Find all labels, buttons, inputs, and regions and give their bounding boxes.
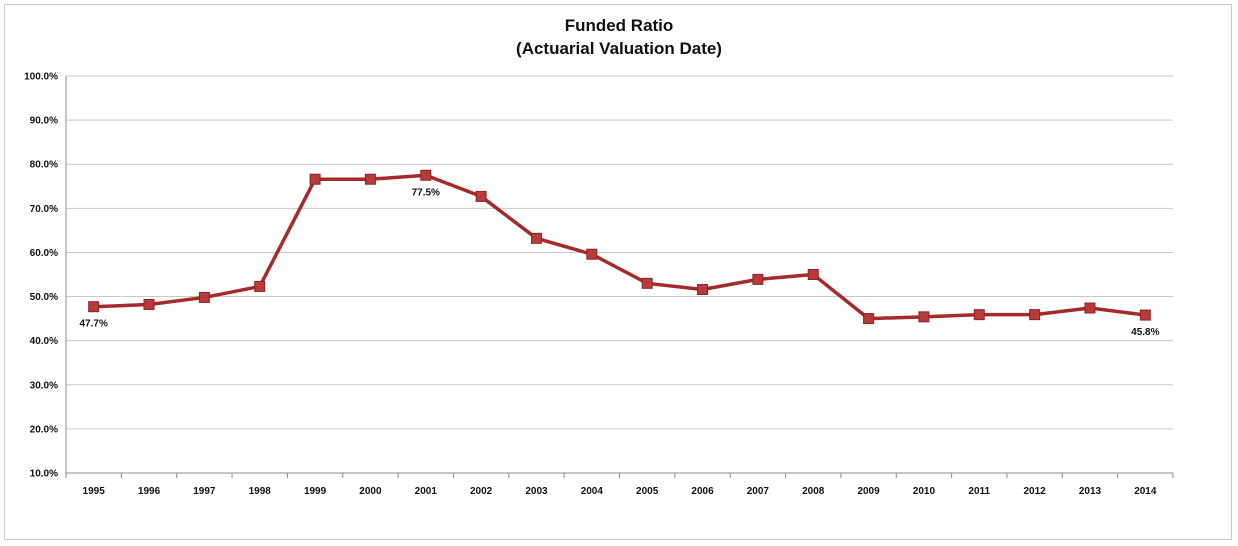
chart-title-block: Funded Ratio (Actuarial Valuation Date) [0,14,1238,60]
y-tick-label: 40.0% [30,336,58,347]
x-tick-label: 2005 [636,486,659,497]
data-point [1029,309,1041,321]
data-point [918,311,930,323]
x-tick-label: 1999 [304,486,327,497]
x-tick-label: 2011 [968,486,990,497]
data-point [420,169,432,181]
y-tick-label: 50.0% [30,292,58,303]
x-tick-label: 1998 [249,486,272,497]
data-point [364,173,376,185]
y-tick-label: 100.0% [24,72,58,83]
chart-subtitle: (Actuarial Valuation Date) [516,39,722,58]
x-tick-label: 2000 [359,486,382,497]
data-labels: 47.7% 77.5% 45.8% [79,187,1159,338]
data-label: 77.5% [412,187,440,198]
x-tick-label: 2006 [691,486,714,497]
data-point [973,309,985,321]
y-tick-label: 60.0% [30,248,58,259]
x-tick-label: 2010 [913,486,936,497]
data-point [530,232,542,244]
x-tick-label: 2007 [747,486,770,497]
grid-lines [66,75,1173,474]
data-point [641,277,653,289]
data-point [697,283,709,295]
x-axis: 1995 1996 1997 1998 1999 2000 2001 2002 2003 2004… [65,473,1174,497]
x-tick-label: 2003 [525,486,548,497]
x-tick-label: 1997 [193,486,216,497]
x-tick-label: 2008 [802,486,825,497]
y-tick-label: 70.0% [30,204,58,215]
chart-title: Funded Ratio [564,16,674,35]
x-tick-label: 2002 [470,486,493,497]
x-tick-label: 1995 [83,486,106,497]
y-tick-label: 20.0% [30,424,58,435]
data-point [807,269,819,280]
data-point [143,298,155,310]
data-point [254,280,266,292]
chart-frame [4,4,1232,540]
data-label: 45.8% [1131,327,1159,338]
data-point [88,301,100,313]
x-tick-label: 2001 [415,486,438,497]
y-tick-label: 80.0% [30,160,58,171]
y-tick-label: 30.0% [30,380,58,391]
data-point [309,173,321,185]
series-line [93,173,1146,321]
data-label: 47.7% [79,319,107,330]
x-tick-label: 2013 [1079,486,1102,497]
data-point [475,190,487,202]
data-point [586,248,598,260]
data-point [1084,302,1096,314]
data-point [198,291,210,303]
y-axis: 10.0% 20.0% 30.0% 40.0% 50.0% 60.0% 70.0% 80.0%… [24,72,67,480]
x-tick-label: 2012 [1024,486,1047,497]
y-tick-label: 90.0% [30,116,58,127]
x-tick-label: 2009 [857,486,880,497]
data-point [752,273,764,285]
data-point [863,313,875,325]
x-tick-label: 1996 [138,486,161,497]
y-tick-label: 10.0% [30,469,58,480]
series-funded-ratio [88,169,1151,325]
x-tick-label: 2004 [581,486,604,497]
x-tick-label: 2014 [1134,486,1157,497]
data-point [1139,309,1151,321]
